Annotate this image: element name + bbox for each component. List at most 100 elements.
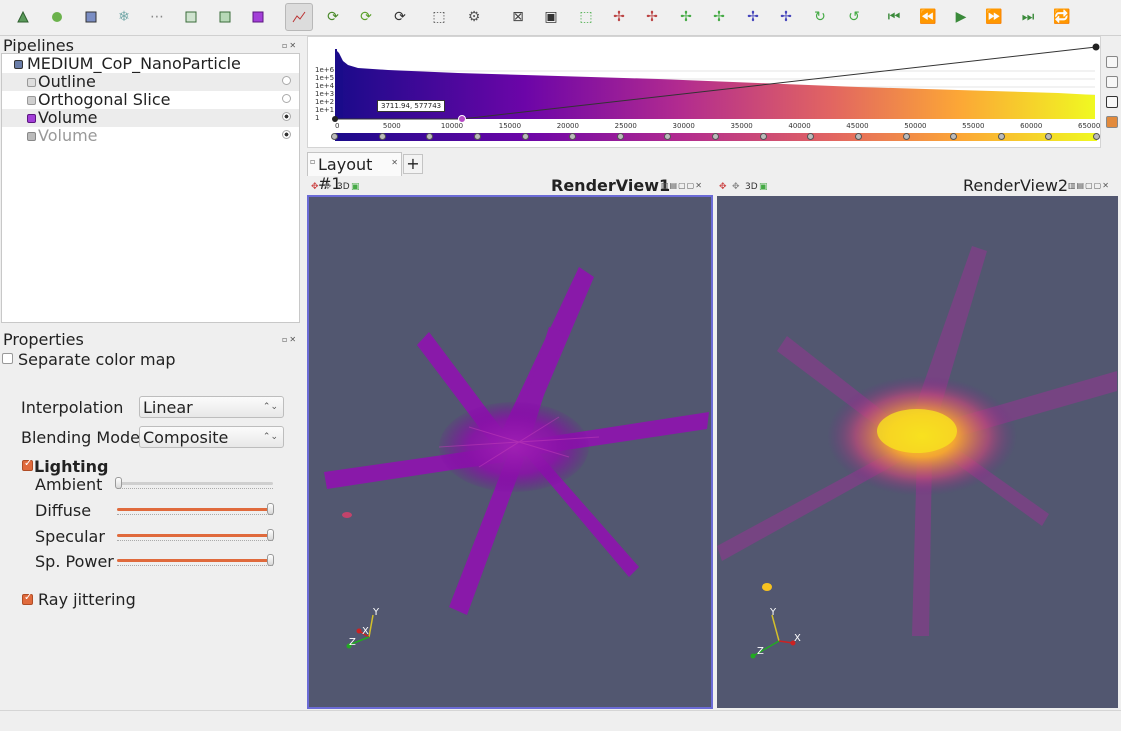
rotate-dark-icon[interactable]: ⟳ bbox=[394, 9, 406, 25]
axis-y-plus-icon[interactable]: ✢ bbox=[680, 9, 692, 25]
rotate-green-icon[interactable]: ⟳ bbox=[360, 9, 372, 25]
axis-z-minus-icon[interactable]: ✢ bbox=[780, 9, 792, 25]
sp-power-slider[interactable] bbox=[117, 559, 273, 562]
view-split-controls[interactable]: ▥▤▢▢✕ bbox=[1068, 181, 1110, 190]
color-control-point[interactable] bbox=[1093, 133, 1100, 140]
panel-float-close-icon[interactable]: ▫✕ bbox=[282, 41, 299, 50]
sp-power-slider-handle[interactable] bbox=[267, 554, 274, 566]
view-select-icon[interactable]: ✥ bbox=[732, 182, 740, 192]
opacity-control-point[interactable] bbox=[1092, 43, 1100, 51]
view-select-icon[interactable]: ✥ bbox=[324, 182, 332, 192]
open-icon[interactable] bbox=[12, 6, 34, 28]
first-frame-icon[interactable]: ⏮ bbox=[887, 9, 901, 25]
color-control-point[interactable] bbox=[521, 133, 529, 140]
color-control-point[interactable] bbox=[331, 133, 338, 140]
lighting-checkbox[interactable] bbox=[22, 458, 33, 471]
ambient-slider-handle[interactable] bbox=[115, 477, 122, 489]
cube-outline-icon[interactable] bbox=[214, 6, 236, 28]
play-icon[interactable]: ▶ bbox=[955, 9, 967, 25]
purple-cube-icon[interactable] bbox=[247, 6, 269, 28]
color-control-point[interactable] bbox=[759, 133, 767, 140]
color-control-point[interactable] bbox=[950, 133, 958, 140]
pipeline-source-item[interactable]: MEDIUM_CoP_NanoParticle bbox=[2, 54, 299, 73]
zoom-data-icon[interactable]: ▣ bbox=[544, 9, 558, 25]
zoom-box-icon[interactable]: ⬚ bbox=[579, 9, 593, 25]
color-control-point[interactable] bbox=[997, 133, 1005, 140]
specular-slider-handle[interactable] bbox=[267, 529, 274, 541]
view-3d-toggle[interactable]: 3D bbox=[745, 182, 758, 192]
reload-icon[interactable] bbox=[46, 6, 68, 28]
color-control-point[interactable] bbox=[1045, 133, 1053, 140]
rotate-icon[interactable]: ⟳ bbox=[327, 9, 339, 25]
color-control-point[interactable] bbox=[426, 133, 434, 140]
pipeline-item-label: Volume bbox=[38, 126, 98, 145]
interpolation-select[interactable]: Linear ⌃⌄ bbox=[139, 396, 284, 418]
ray-jittering-checkbox[interactable] bbox=[22, 592, 33, 605]
view-3d-toggle[interactable]: 3D bbox=[337, 182, 350, 192]
camera-capture-icon[interactable]: ▣ bbox=[351, 182, 360, 192]
transfer-function-editor[interactable]: 1e+6 1e+5 1e+4 1e+3 1e+2 1e+1 1 0 5000 100… bbox=[307, 36, 1101, 148]
ambient-slider[interactable] bbox=[117, 482, 273, 485]
rotate-plus90-icon[interactable]: ↻ bbox=[814, 9, 826, 25]
last-frame-icon[interactable]: ⏭ bbox=[1021, 9, 1035, 25]
cube-icon[interactable] bbox=[80, 6, 102, 28]
specular-slider[interactable] bbox=[117, 534, 273, 537]
invert-icon[interactable] bbox=[1106, 96, 1118, 108]
render-view-2[interactable]: Y X Z bbox=[717, 196, 1118, 708]
visibility-eye-icon[interactable] bbox=[282, 112, 291, 121]
color-control-point[interactable] bbox=[854, 133, 862, 140]
properties-panel-title: Properties bbox=[3, 330, 84, 349]
pipeline-item-volume-2[interactable]: Volume bbox=[2, 126, 299, 145]
add-tab-button[interactable]: + bbox=[403, 154, 423, 174]
loop-icon[interactable]: 🔁 bbox=[1053, 9, 1071, 25]
rotate-minus90-icon[interactable]: ↺ bbox=[848, 9, 860, 25]
snowflake-icon[interactable]: ❄ bbox=[118, 9, 130, 25]
dots-icon[interactable]: ⋯ bbox=[150, 9, 164, 25]
pipeline-item-outline[interactable]: Outline bbox=[2, 72, 299, 91]
visibility-eye-icon[interactable] bbox=[282, 130, 291, 139]
diffuse-slider-handle[interactable] bbox=[267, 503, 274, 515]
next-frame-icon[interactable]: ⏩ bbox=[985, 9, 1003, 25]
blending-mode-select[interactable]: Composite ⌃⌄ bbox=[139, 426, 284, 448]
view-interact-icon[interactable]: ✥ bbox=[311, 182, 319, 192]
color-control-point[interactable] bbox=[378, 133, 386, 140]
visibility-eye-icon[interactable] bbox=[282, 76, 291, 85]
color-control-point[interactable] bbox=[807, 133, 815, 140]
color-control-point[interactable] bbox=[473, 133, 481, 140]
color-control-point[interactable] bbox=[569, 133, 577, 140]
opacity-control-point[interactable] bbox=[332, 116, 338, 122]
pipeline-item-orthogonal-slice[interactable]: Orthogonal Slice bbox=[2, 90, 299, 109]
axis-x-minus-icon[interactable]: ✢ bbox=[646, 9, 658, 25]
prev-frame-icon[interactable]: ⏪ bbox=[919, 9, 937, 25]
pipeline-item-volume[interactable]: Volume bbox=[2, 108, 299, 127]
view-split-controls[interactable]: ▥▤▢▢✕ bbox=[661, 181, 703, 190]
color-control-point[interactable] bbox=[712, 133, 719, 140]
view-interact-icon[interactable]: ✥ bbox=[719, 182, 727, 192]
custom-range-icon[interactable] bbox=[1106, 76, 1118, 88]
visibility-eye-icon[interactable] bbox=[282, 94, 291, 103]
camera-capture-icon[interactable]: ▣ bbox=[759, 182, 768, 192]
color-control-point[interactable] bbox=[664, 133, 672, 140]
color-control-point[interactable] bbox=[616, 133, 624, 140]
axis-x-plus-icon[interactable]: ✢ bbox=[613, 9, 625, 25]
sp-power-slider-ticks bbox=[117, 563, 273, 566]
camera-icon[interactable]: ⚙ bbox=[467, 9, 481, 25]
axis-z-label: Z bbox=[757, 646, 764, 657]
histogram-icon[interactable] bbox=[285, 3, 313, 31]
tab-layout-1[interactable]: Layout #1 ▫ ✕ bbox=[307, 152, 402, 193]
color-presets-icon[interactable] bbox=[1106, 116, 1118, 128]
axis-z-plus-icon[interactable]: ✢ bbox=[747, 9, 759, 25]
diffuse-slider[interactable] bbox=[117, 508, 273, 511]
opacity-control-point[interactable] bbox=[458, 115, 466, 123]
cube-outline-icon[interactable] bbox=[180, 6, 202, 28]
panel-float-close-icon[interactable]: ▫✕ bbox=[282, 335, 299, 344]
axis-y-minus-icon[interactable]: ✢ bbox=[713, 9, 725, 25]
color-control-point[interactable] bbox=[902, 133, 910, 140]
separate-color-map-checkbox[interactable] bbox=[2, 353, 13, 364]
close-tab-icon[interactable]: ✕ bbox=[391, 158, 398, 167]
render-view-1[interactable]: Y X Z bbox=[307, 195, 713, 709]
use-data-range-icon[interactable] bbox=[1106, 56, 1118, 68]
histogram-tooltip: 3711.94, 577743 bbox=[377, 100, 446, 112]
reset-camera-icon[interactable]: ⊠ bbox=[512, 9, 524, 25]
pointer-select-icon[interactable]: ⬚ bbox=[432, 9, 446, 25]
